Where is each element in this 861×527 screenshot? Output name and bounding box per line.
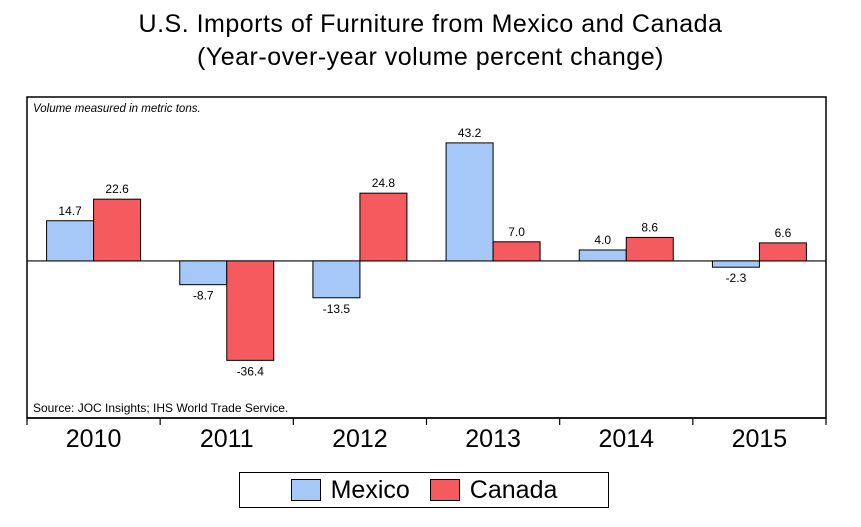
bar-mexico-2012: [312, 260, 361, 299]
x-axis-tick-labels: 2010 2011 2012 2013 2014 2015: [66, 425, 787, 453]
legend-swatch-canada: [429, 479, 460, 501]
x-tick-label-2014: 2014: [598, 425, 654, 453]
x-axis-ticks: [26, 418, 827, 425]
data-label-mexico-2014: 4.0: [594, 233, 611, 247]
bar-mexico-2014: [578, 249, 627, 262]
data-labels: 14.7 22.6 -8.7 -36.4 -13.5 24.8 43.2 7.0 4.0 8.6 -…: [58, 126, 791, 378]
bar-canada-2014: [625, 236, 674, 262]
plot-frame: [26, 96, 827, 419]
chart-source: Source: JOC Insights; IHS World Trade Se…: [33, 401, 288, 415]
bar-mexico-2013: [445, 142, 494, 262]
data-label-mexico-2012: -13.5: [323, 302, 351, 316]
bar-canada-2013: [492, 241, 541, 262]
legend-item-mexico: Mexico: [290, 475, 410, 505]
data-label-mexico-2015: -2.3: [726, 271, 747, 285]
x-tick-label-2011: 2011: [200, 425, 254, 453]
bar-canada-2015: [758, 242, 807, 262]
data-label-canada-2013: 7.0: [508, 225, 525, 239]
chart-title-block: U.S. Imports of Furniture from Mexico an…: [0, 8, 861, 74]
chart-title: U.S. Imports of Furniture from Mexico an…: [138, 10, 723, 38]
x-tick-label-2013: 2013: [465, 425, 521, 453]
legend-label-canada: Canada: [469, 475, 558, 504]
x-tick-label-2015: 2015: [732, 425, 788, 453]
data-label-canada-2012: 24.8: [372, 176, 396, 190]
data-label-mexico-2011: -8.7: [193, 289, 214, 303]
chart-subtitle: (Year-over-year volume percent change): [197, 43, 664, 71]
data-label-mexico-2013: 43.2: [458, 126, 482, 140]
bar-canada-2012: [359, 192, 408, 262]
legend-label-mexico: Mexico: [330, 475, 410, 504]
bars: [46, 142, 807, 361]
data-label-canada-2011: -36.4: [237, 364, 265, 378]
bar-mexico-2010: [46, 220, 95, 262]
bar-canada-2010: [93, 198, 142, 262]
data-label-canada-2010: 22.6: [105, 182, 129, 196]
bar-mexico-2011: [179, 260, 228, 286]
x-tick-label-2010: 2010: [66, 425, 122, 453]
data-label-canada-2015: 6.6: [775, 226, 792, 240]
bar-mexico-2015: [711, 260, 760, 268]
x-tick-label-2012: 2012: [332, 425, 388, 453]
chart-note: Volume measured in metric tons.: [33, 103, 201, 115]
bar-canada-2011: [226, 260, 275, 361]
data-label-mexico-2010: 14.7: [58, 204, 82, 218]
data-label-canada-2014: 8.6: [641, 220, 658, 234]
legend-item-canada: Canada: [429, 475, 558, 505]
legend-swatch-mexico: [290, 479, 321, 501]
legend: Mexico Canada: [239, 472, 609, 508]
